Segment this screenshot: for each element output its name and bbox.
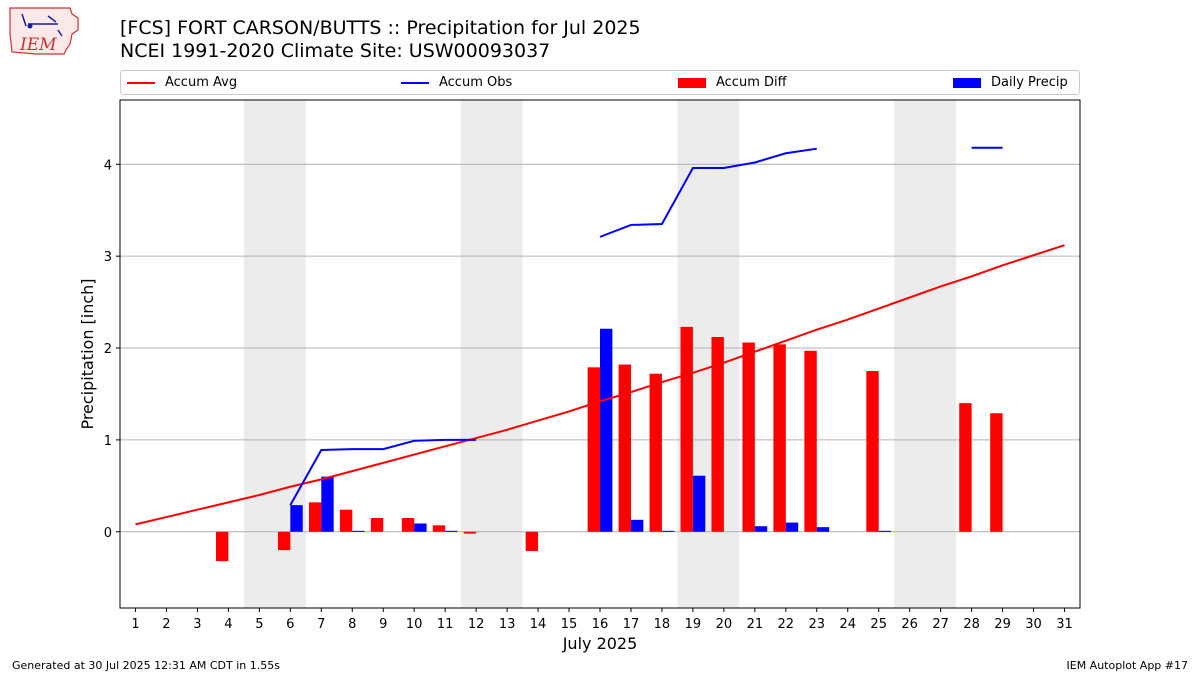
legend-item-accum-obs: Accum Obs — [401, 75, 512, 90]
x-tick-label: 2 — [162, 617, 170, 632]
bar-daily-precip — [600, 328, 613, 532]
legend-swatch — [953, 77, 981, 88]
y-tick-label: 1 — [104, 434, 112, 449]
bar-accum-diff — [587, 367, 600, 532]
x-tick-label: 30 — [1025, 617, 1042, 632]
x-tick-label: 22 — [778, 617, 795, 632]
bar-accum-diff — [742, 342, 755, 532]
bar-accum-diff — [618, 364, 631, 532]
y-axis-label: Precipitation [inch] — [78, 278, 97, 429]
x-tick-label: 20 — [716, 617, 733, 632]
bar-daily-precip — [321, 476, 334, 532]
series-line-accum-obs — [599, 147, 817, 238]
bar-accum-diff — [804, 350, 817, 532]
iem-logo: IEM — [6, 4, 82, 64]
bar-daily-precip — [692, 475, 706, 532]
legend-swatch — [127, 81, 155, 84]
bar-accum-diff — [711, 337, 724, 532]
x-tick-label: 11 — [437, 617, 454, 632]
bar-accum-diff — [339, 509, 353, 532]
series-line-accum-obs — [289, 438, 477, 506]
x-tick-label: 5 — [255, 617, 263, 632]
x-tick-label: 3 — [193, 617, 201, 632]
x-tick-label: 6 — [286, 617, 294, 632]
x-tick-label: 28 — [963, 617, 980, 632]
bar-accum-diff — [990, 413, 1003, 532]
weekend-shade — [894, 100, 957, 608]
x-tick-label: 9 — [379, 617, 387, 632]
x-tick-label: 7 — [317, 617, 325, 632]
series-line-accum-avg — [135, 244, 1065, 526]
bar-daily-precip — [352, 530, 365, 532]
x-axis-label: July 2025 — [562, 634, 638, 653]
y-tick-label: 0 — [104, 526, 112, 541]
x-tick-label: 17 — [623, 617, 640, 632]
bar-accum-diff — [866, 370, 879, 532]
bar-accum-diff — [308, 502, 322, 532]
bar-accum-diff — [959, 403, 972, 532]
bar-accum-diff — [525, 531, 539, 552]
legend-label: Accum Obs — [439, 75, 513, 90]
x-tick-label: 18 — [654, 617, 671, 632]
bar-daily-precip — [816, 527, 830, 532]
legend-swatch — [678, 77, 706, 88]
x-tick-label: 29 — [994, 617, 1011, 632]
bar-daily-precip — [878, 530, 892, 532]
x-tick-label: 1 — [131, 617, 139, 632]
bar-accum-diff — [773, 344, 786, 532]
x-tick-label: 16 — [592, 617, 609, 632]
legend: Accum Avg Accum Obs Accum Diff Daily Pre… — [120, 70, 1080, 95]
bar-daily-precip — [754, 526, 768, 532]
bar-accum-diff — [680, 326, 693, 532]
bar-daily-precip — [785, 522, 799, 532]
x-tick-label: 31 — [1056, 617, 1073, 632]
bar-accum-diff — [370, 517, 384, 532]
x-tick-label: 8 — [348, 617, 356, 632]
bar-accum-diff — [216, 531, 229, 562]
legend-item-accum-avg: Accum Avg — [127, 75, 237, 90]
bar-daily-precip — [661, 530, 675, 532]
x-tick-label: 23 — [809, 617, 826, 632]
y-tick-label: 4 — [104, 158, 112, 173]
x-tick-label: 26 — [901, 617, 918, 632]
x-tick-label: 10 — [406, 617, 423, 632]
footer-generated: Generated at 30 Jul 2025 12:31 AM CDT in… — [12, 659, 280, 672]
bar-accum-diff — [401, 517, 415, 532]
chart-subtitle: NCEI 1991-2020 Climate Site: USW00093037 — [120, 40, 551, 62]
legend-item-accum-diff: Accum Diff — [678, 75, 787, 90]
weekend-shade — [460, 100, 523, 608]
bar-accum-diff — [277, 531, 291, 551]
chart-title: [FCS] FORT CARSON/BUTTS :: Precipitation… — [120, 17, 641, 39]
x-tick-label: 4 — [224, 617, 232, 632]
legend-label: Accum Diff — [716, 75, 787, 90]
footer-app: IEM Autoplot App #17 — [1066, 659, 1189, 672]
x-tick-label: 27 — [932, 617, 949, 632]
logo-text: IEM — [19, 35, 57, 55]
y-tick-label: 3 — [104, 250, 112, 265]
bar-daily-precip — [290, 505, 303, 532]
x-tick-label: 15 — [561, 617, 578, 632]
x-tick-label: 19 — [685, 617, 702, 632]
bar-daily-precip — [445, 530, 458, 532]
x-tick-label: 21 — [747, 617, 764, 632]
y-tick-label: 2 — [104, 342, 112, 357]
legend-swatch — [401, 81, 429, 84]
legend-item-daily-precip: Daily Precip — [953, 75, 1068, 90]
x-tick-label: 14 — [530, 617, 547, 632]
x-tick-label: 25 — [870, 617, 887, 632]
bar-daily-precip — [630, 519, 644, 532]
x-tick-label: 24 — [839, 617, 856, 632]
legend-label: Accum Avg — [165, 75, 238, 90]
x-tick-label: 13 — [499, 617, 516, 632]
bar-accum-diff — [463, 531, 477, 534]
legend-label: Daily Precip — [991, 75, 1068, 90]
x-tick-label: 12 — [468, 617, 485, 632]
bar-accum-diff — [432, 525, 446, 532]
bar-daily-precip — [414, 523, 427, 532]
bar-accum-diff — [649, 373, 662, 532]
